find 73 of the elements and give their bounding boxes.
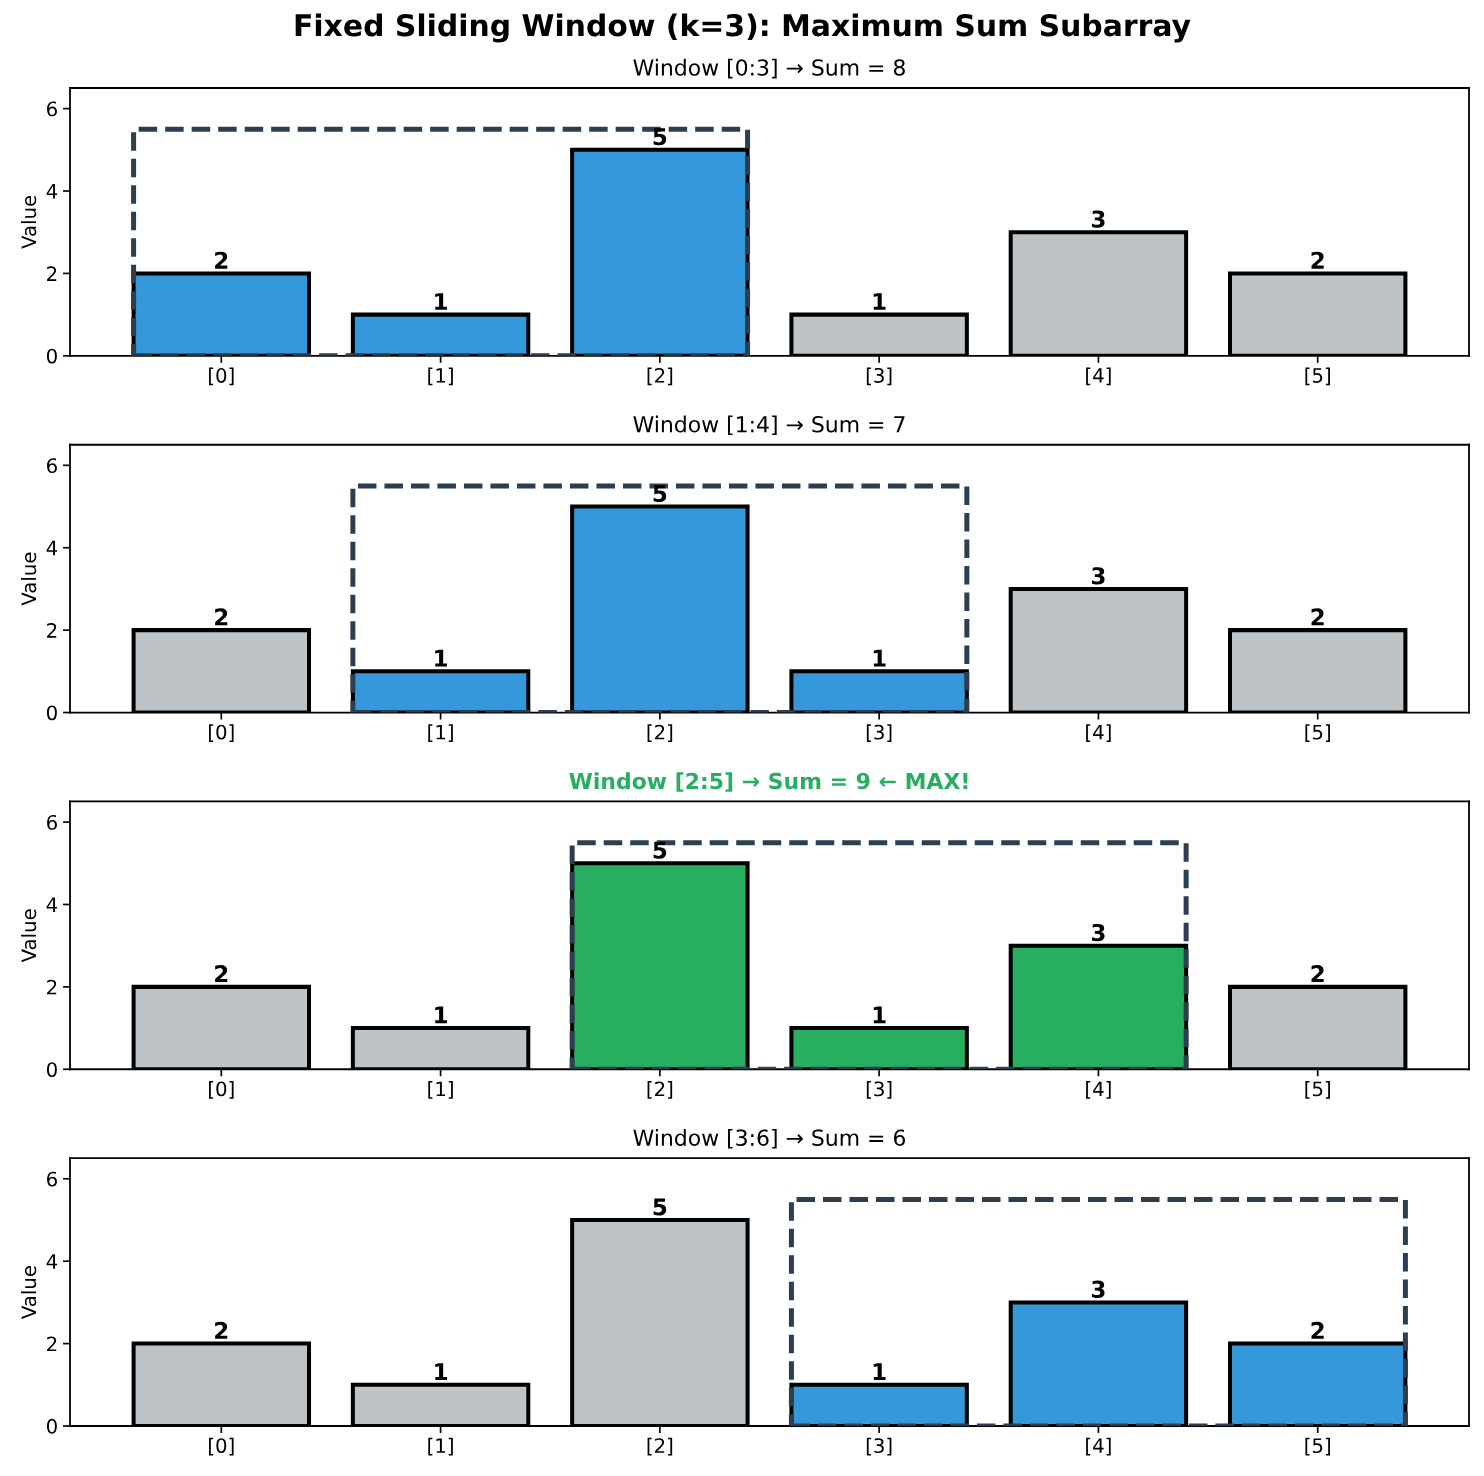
x-tick-label: [1] [428,367,453,386]
data-label: 2 [1311,965,1324,983]
y-axis-title: Value [21,909,37,963]
y-axis-title: Value [21,195,37,249]
y-tick-label: 0 [46,1062,57,1078]
data-label: 2 [1311,251,1324,269]
y-tick-label: 0 [46,348,57,364]
x-tick-label: [2] [647,724,673,742]
x-tick-label: [4] [1086,367,1111,386]
data-label: 5 [653,128,667,146]
chart-title: Window [3:6] → Sum = 6 [633,1129,906,1149]
y-tick-label: 2 [47,266,57,281]
y-tick-label: 6 [47,458,57,474]
y-tick-label: 4 [46,1254,58,1269]
x-tick-label: [0] [209,1437,234,1456]
y-tick-label: 6 [47,814,57,830]
data-label: 2 [215,1321,228,1339]
x-tick-label: [2] [647,367,673,386]
data-label: 1 [435,293,447,310]
x-tick-label: [0] [209,1081,234,1099]
data-label: 5 [653,485,667,503]
y-tick-label: 0 [46,705,57,721]
data-label: 3 [1091,567,1105,585]
chart-title: Window [0:3] → Sum = 8 [633,58,905,79]
y-tick-label: 2 [47,979,57,995]
data-label: 1 [873,293,886,310]
x-tick-label: [0] [209,724,234,742]
x-tick-label: [2] [647,1081,673,1099]
chart-title: Window [2:5] → Sum = 9 ← MAX! [569,772,968,792]
data-label: 3 [1091,923,1105,942]
data-label: 5 [653,1198,667,1216]
x-tick-label: [3] [866,724,892,742]
data-label: 2 [215,251,228,269]
x-tick-label: [4] [1086,1081,1111,1099]
data-label: 1 [435,1006,447,1024]
x-tick-label: [5] [1305,1437,1330,1456]
x-tick-label: [4] [1086,724,1111,742]
y-tick-label: 2 [47,1336,57,1352]
data-label: 3 [1091,1280,1105,1298]
y-axis-title: Value [21,1266,37,1320]
x-tick-label: [4] [1086,1437,1111,1456]
data-label: 1 [873,649,886,667]
data-label: 1 [435,1363,447,1381]
data-label: 2 [215,965,228,983]
x-tick-label: [5] [1305,1081,1330,1099]
x-tick-label: [0] [209,367,234,386]
y-tick-label: 6 [47,101,57,117]
text: Fixed Sliding Window (k=3): Maximum Sum Subarray [295,13,1191,43]
y-tick-label: 4 [46,540,58,556]
x-tick-label: [5] [1305,367,1330,386]
chart-title: Window [1:4] → Sum = 7 [633,415,905,436]
x-tick-label: [1] [428,1081,453,1099]
data-label: 1 [873,1006,886,1024]
data-label: 3 [1091,210,1105,228]
y-tick-label: 4 [46,897,58,912]
data-label: 5 [653,841,667,859]
y-tick-label: 6 [47,1171,57,1187]
x-tick-label: [1] [428,1437,453,1456]
x-tick-label: [3] [866,367,892,386]
data-label: 2 [1311,1321,1324,1339]
data-label: 1 [435,649,447,667]
y-tick-label: 2 [47,622,57,638]
x-tick-label: [3] [866,1437,892,1456]
x-tick-label: [3] [866,1081,892,1099]
data-label: 2 [215,608,228,626]
x-tick-label: [1] [428,724,453,742]
y-tick-label: 4 [46,184,58,199]
x-tick-label: [2] [647,1437,673,1456]
y-axis-title: Value [21,552,37,606]
data-label: 1 [873,1363,886,1381]
y-tick-label: 0 [46,1418,57,1434]
data-label: 2 [1311,608,1324,626]
x-tick-label: [5] [1305,724,1330,742]
